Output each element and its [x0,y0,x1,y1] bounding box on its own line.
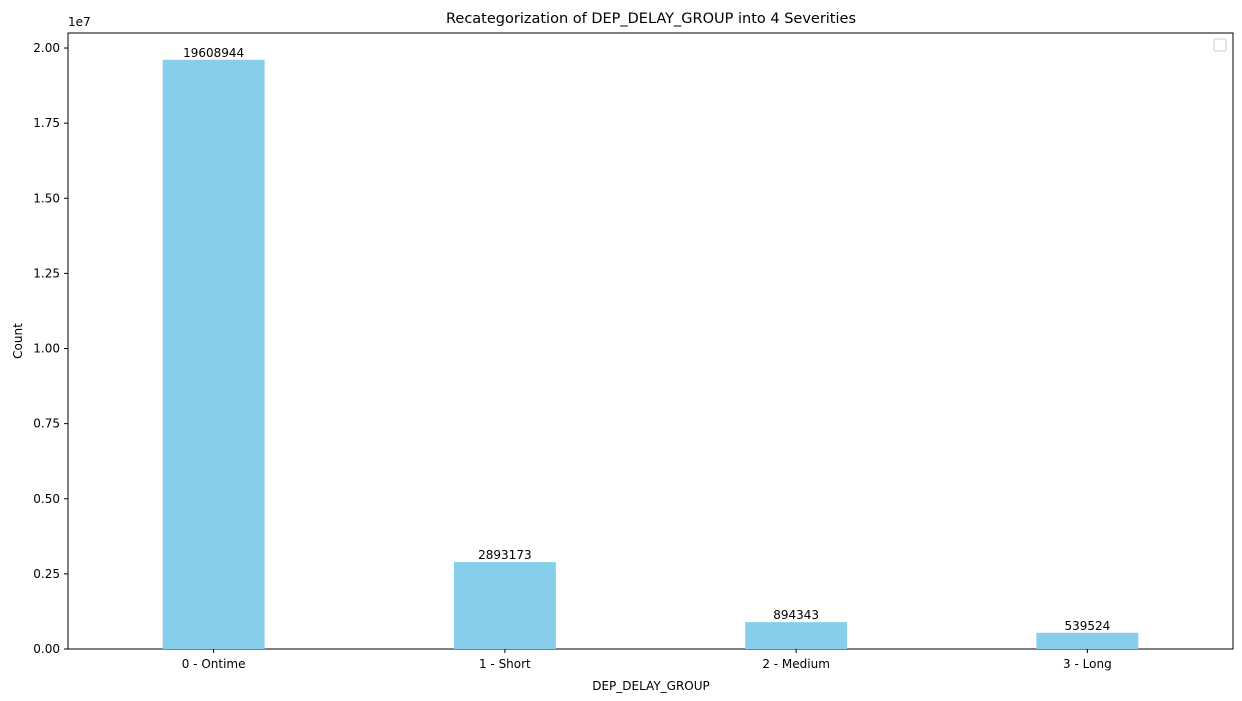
bars-group [162,59,1139,649]
bar-2 [745,622,848,649]
legend-box [1213,38,1227,52]
bar-value-label-3: 539524 [1064,619,1110,633]
x-tick-label-3: 3 - Long [1063,657,1112,671]
bar-0 [162,59,265,649]
y-axis-label: Count [11,323,25,359]
x-axis: 0 - Ontime 1 - Short 2 - Medium 3 - Long [182,649,1112,671]
y-tick-label-3: 0.75 [33,417,60,431]
x-tick-label-0: 0 - Ontime [182,657,246,671]
y-tick-label-6: 1.50 [33,191,60,205]
plot-frame [67,32,1234,650]
x-axis-label: DEP_DELAY_GROUP [592,679,710,693]
x-tick-label-2: 2 - Medium [762,657,830,671]
bar-value-label-2: 894343 [773,608,819,622]
y-tick-label-5: 1.25 [33,266,60,280]
plot-area: 19608944 2893173 894343 539524 0 - Ontime 1 … [33,32,1234,671]
y-tick-label-8: 2.00 [33,41,60,55]
x-tick-label-1: 1 - Short [479,657,531,671]
chart-title: Recategorization of DEP_DELAY_GROUP into… [446,11,856,27]
bar-value-label-0: 19608944 [183,46,244,60]
bar-1 [453,562,556,649]
bar-labels-group: 19608944 2893173 894343 539524 [183,46,1110,633]
y-axis-offset-label: 1e7 [68,15,91,29]
y-tick-label-7: 1.75 [33,116,60,130]
y-tick-label-2: 0.50 [33,492,60,506]
y-tick-label-0: 0.00 [33,642,60,656]
y-axis: 0.00 0.25 0.50 0.75 1.00 1.25 1.50 1.75 2.00 [33,41,68,656]
y-tick-label-1: 0.25 [33,567,60,581]
bar-3 [1036,632,1139,649]
y-tick-label-4: 1.00 [33,342,60,356]
bar-value-label-1: 2893173 [478,548,531,562]
